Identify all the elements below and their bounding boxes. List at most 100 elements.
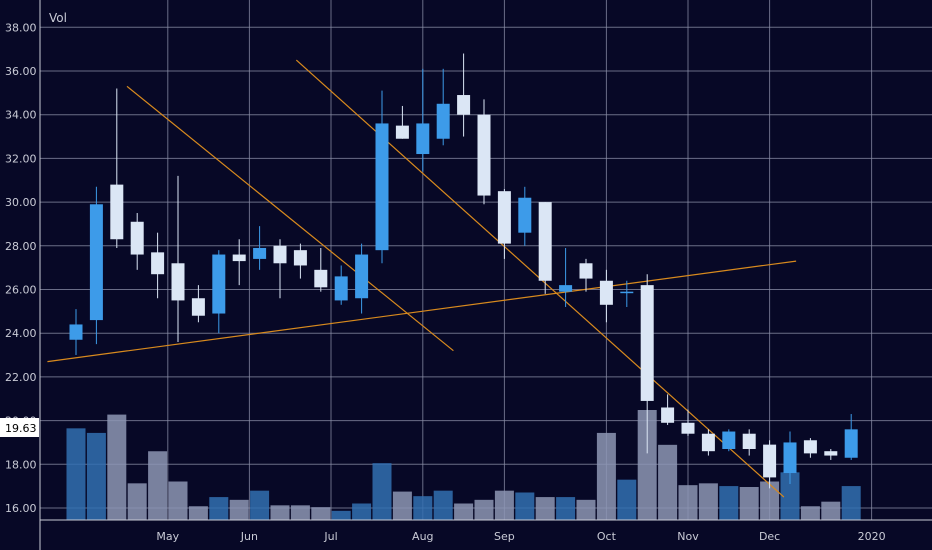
x-tick-label: Jun — [240, 530, 258, 543]
volume-bar — [535, 497, 555, 520]
candle-body — [803, 440, 817, 454]
candle-body — [722, 431, 736, 450]
candle[interactable] — [538, 202, 552, 294]
candle[interactable] — [293, 243, 307, 279]
volume-bars — [66, 410, 861, 520]
candle[interactable] — [824, 449, 838, 460]
candle[interactable] — [742, 429, 756, 456]
candle[interactable] — [253, 226, 267, 270]
volume-bar — [637, 410, 657, 520]
x-tick-label: Sep — [494, 530, 515, 543]
volume-bar — [352, 503, 372, 520]
volume-bar — [760, 481, 780, 520]
candle-body — [742, 433, 756, 450]
volume-bar — [372, 463, 392, 520]
candle-body — [69, 324, 83, 340]
candle[interactable] — [89, 186, 103, 345]
candle[interactable] — [559, 247, 573, 307]
candle-body — [395, 125, 409, 139]
candle[interactable] — [497, 188, 511, 259]
candle[interactable] — [273, 239, 287, 299]
candles[interactable] — [69, 53, 858, 489]
candle-body — [538, 202, 552, 281]
y-tick-label: 18.00 — [5, 458, 37, 471]
candle-body — [457, 95, 471, 115]
candle[interactable] — [171, 175, 185, 342]
candle-body — [497, 191, 511, 244]
candle-body — [232, 254, 246, 262]
candle-body — [518, 197, 532, 233]
volume-bar — [658, 444, 678, 520]
candle-body — [620, 291, 634, 294]
volume-bar — [494, 490, 514, 520]
candle[interactable] — [661, 394, 675, 425]
candle[interactable] — [69, 309, 83, 356]
candle[interactable] — [110, 88, 124, 248]
candle[interactable] — [355, 243, 369, 314]
volume-bar — [127, 483, 147, 520]
candle-body — [579, 263, 593, 279]
candle-body — [89, 204, 103, 321]
trendline[interactable] — [47, 260, 797, 363]
volume-bar — [433, 490, 453, 520]
candle[interactable] — [375, 90, 389, 264]
y-tick-label: 32.00 — [5, 152, 37, 165]
volume-bar — [678, 485, 698, 520]
volume-bar — [576, 499, 596, 520]
volume-bar — [392, 491, 412, 520]
x-tick-label: May — [156, 530, 179, 543]
volume-bar — [556, 497, 576, 520]
candle[interactable] — [579, 258, 593, 292]
candle-body — [130, 221, 144, 255]
trendline[interactable] — [126, 85, 454, 352]
volume-bar — [413, 496, 433, 520]
candle[interactable] — [599, 269, 613, 323]
candle[interactable] — [722, 429, 736, 452]
candle[interactable] — [518, 186, 532, 246]
candle[interactable] — [151, 232, 165, 299]
volume-legend: Vol — [49, 11, 67, 25]
x-tick-label: Oct — [597, 530, 617, 543]
candle[interactable] — [803, 438, 817, 458]
candle[interactable] — [763, 440, 777, 489]
candle[interactable] — [620, 280, 634, 307]
volume-bar — [800, 506, 820, 520]
candle[interactable] — [314, 247, 328, 292]
candle-body — [844, 429, 858, 458]
candle[interactable] — [640, 274, 654, 454]
candle[interactable] — [477, 99, 491, 205]
volume-bar — [290, 505, 310, 520]
candle-body — [436, 103, 450, 139]
candle[interactable] — [783, 431, 797, 484]
candle-body — [212, 254, 226, 314]
volume-bar — [739, 487, 759, 520]
candle[interactable] — [395, 105, 409, 139]
candle[interactable] — [232, 239, 246, 286]
candle[interactable] — [457, 53, 471, 137]
volume-bar — [841, 486, 861, 520]
volume-bar — [250, 490, 270, 520]
y-tick-label: 28.00 — [5, 240, 37, 253]
candle[interactable] — [701, 429, 715, 456]
candle[interactable] — [212, 250, 226, 334]
volume-bar — [270, 505, 290, 520]
x-tick-label: Jul — [323, 530, 337, 543]
volume-bar — [86, 432, 106, 520]
candle-body — [599, 280, 613, 305]
volume-bar — [148, 451, 168, 520]
volume-bar — [821, 501, 841, 520]
candle[interactable] — [130, 213, 144, 270]
candle[interactable] — [334, 265, 348, 305]
candle[interactable] — [416, 68, 430, 172]
candle[interactable] — [191, 285, 205, 323]
y-tick-label: 24.00 — [5, 327, 37, 340]
candle[interactable] — [681, 409, 695, 436]
candle-body — [253, 247, 267, 259]
candle-body — [293, 250, 307, 266]
candle-body — [314, 269, 328, 288]
volume-bar — [229, 499, 249, 520]
volume-bar — [107, 414, 127, 520]
candle[interactable] — [844, 414, 858, 460]
candle[interactable] — [436, 68, 450, 146]
